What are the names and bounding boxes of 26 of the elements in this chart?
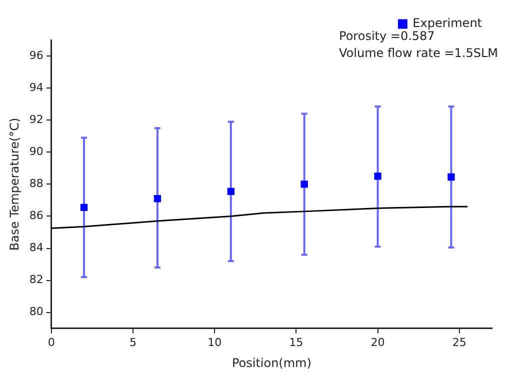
x-tick-label: 5 (129, 336, 136, 349)
x-tick-label: 20 (370, 336, 385, 349)
y-tick-label: 96 (29, 48, 44, 62)
annotation: Volume flow rate =1.5SLM (339, 45, 498, 62)
x-tick-label: 25 (452, 336, 466, 349)
annotation: Porosity =0.587 (339, 29, 435, 45)
y-tick-label: 88 (29, 177, 44, 190)
y-tick-label: 82 (29, 273, 44, 286)
y-tick-label: 90 (29, 145, 44, 158)
x-axis-title: Position(mm) (232, 356, 312, 370)
y-tick-label: 92 (29, 112, 44, 126)
point (374, 172, 382, 180)
x-tick-label: 15 (289, 336, 304, 349)
y-tick-label: 86 (29, 209, 44, 222)
point (300, 180, 308, 188)
legend-label: Experiment (412, 16, 482, 30)
y-tick-label: 80 (29, 305, 44, 318)
point (154, 195, 162, 202)
y-axis-title: Base Temperature(°C) (7, 118, 22, 251)
y-tick-label: 84 (29, 241, 44, 254)
y-tick-label: 94 (29, 80, 44, 94)
point (80, 204, 88, 212)
x-tick-label: 0 (48, 336, 55, 349)
point (227, 188, 234, 195)
point (448, 173, 455, 181)
x-tick-label: 10 (208, 336, 222, 349)
